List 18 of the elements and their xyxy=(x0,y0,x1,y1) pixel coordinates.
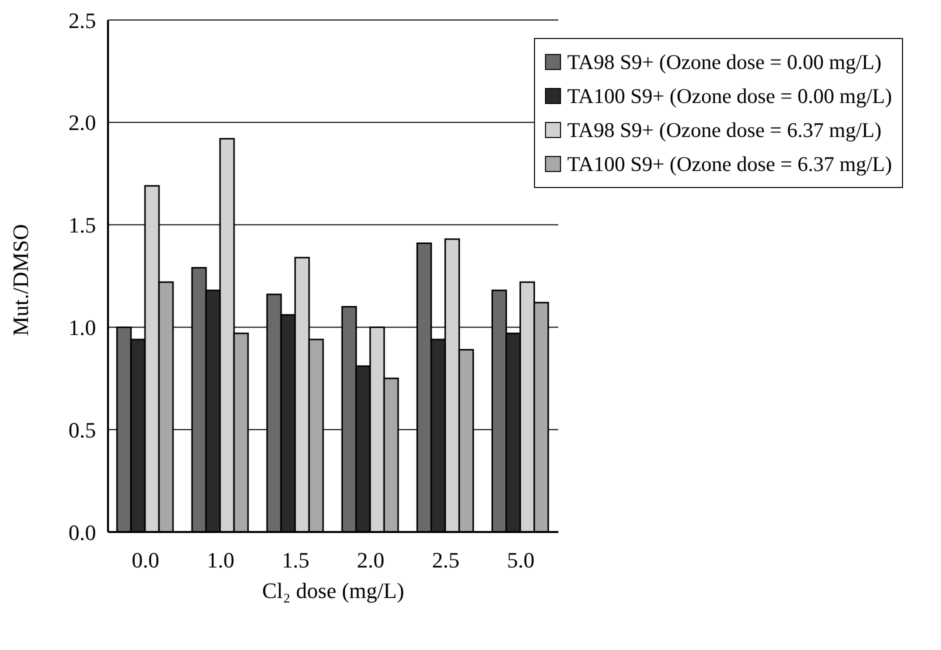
y-tick-label: 2.0 xyxy=(68,110,96,136)
y-axis-title: Mut./DMSO xyxy=(8,224,33,336)
x-tick-label: 1.5 xyxy=(282,548,310,573)
y-tick-label: 0.0 xyxy=(68,520,96,545)
y-tick-label: 1.0 xyxy=(68,315,96,340)
legend-label: TA100 S9+ (Ozone dose = 0.00 mg/L) xyxy=(567,83,892,110)
y-tick-label: 0.5 xyxy=(68,417,96,442)
y-tick-label: 2.5 xyxy=(68,8,96,33)
legend-label: TA100 S9+ (Ozone dose = 6.37 mg/L) xyxy=(567,151,892,178)
x-axis-title: Cl₂ dose (mg/L) xyxy=(262,578,404,603)
x-tick-label: 0.0 xyxy=(132,548,160,573)
x-tick-label: 2.5 xyxy=(432,548,460,573)
x-tick-label: 1.0 xyxy=(206,548,234,573)
x-tick-label: 5.0 xyxy=(507,548,535,573)
x-tick-label: 2.0 xyxy=(356,548,384,573)
legend-label: TA98 S9+ (Ozone dose = 0.00 mg/L) xyxy=(567,49,882,76)
y-tick-label: 1.5 xyxy=(68,212,96,238)
legend-label: TA98 S9+ (Ozone dose = 6.37 mg/L) xyxy=(567,117,882,144)
